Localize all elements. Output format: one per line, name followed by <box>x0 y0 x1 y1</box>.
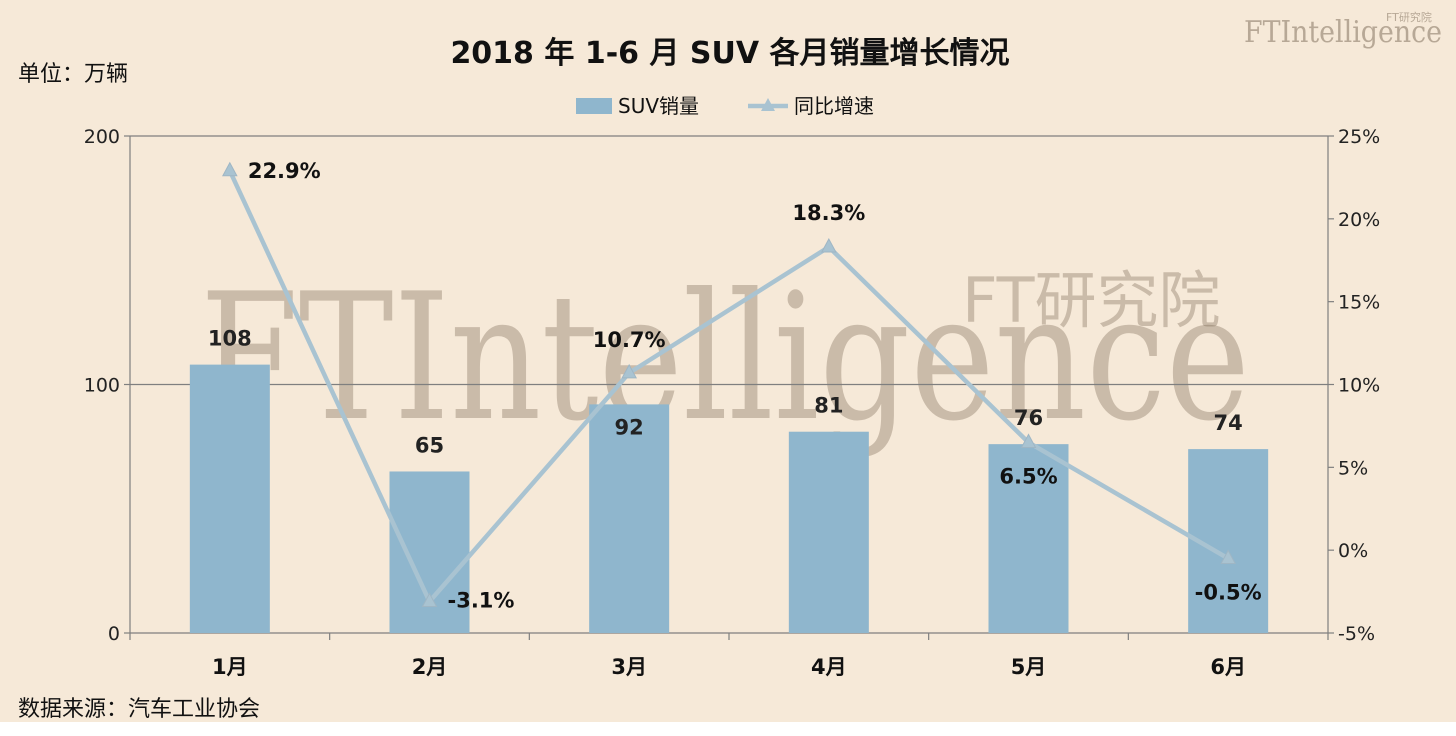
triangle-marker <box>421 592 438 608</box>
logo: FTIntelligence FT研究院 <box>1244 10 1442 50</box>
legend: SUV销量 同比增速 <box>576 94 874 118</box>
data-labels: 108 65 92 81 76 74 22.9% -3.1% 10.7% 18.3% 6.5% -0.… <box>208 159 1262 613</box>
legend-label-bar: SUV销量 <box>618 94 699 118</box>
right-tick-label: 15% <box>1338 292 1380 314</box>
source-label: 数据来源：汽车工业协会 <box>18 697 260 722</box>
right-tick-label: 25% <box>1338 126 1380 148</box>
bars <box>189 364 1269 633</box>
right-tick-label: -5% <box>1338 623 1375 645</box>
axes: 0 100 200 -5% 0% 5% 10% 15% 20% 25% 1月 2月 3月 4月 5月 6月 <box>84 126 1381 679</box>
growth-value-label: 6.5% <box>999 464 1057 488</box>
growth-value-label: 18.3% <box>792 201 865 225</box>
watermark-sub-text: FT研究院 <box>962 264 1220 337</box>
x-tick-label: 6月 <box>1210 655 1246 679</box>
growth-value-label: 22.9% <box>248 159 321 183</box>
right-tick-label: 0% <box>1338 540 1368 562</box>
triangle-marker <box>820 237 837 253</box>
left-tick-label: 0 <box>108 623 120 645</box>
legend-swatch-bar <box>576 98 612 114</box>
bar <box>788 431 869 633</box>
bar <box>189 364 270 633</box>
x-tick-label: 2月 <box>412 655 448 679</box>
right-tick-label: 5% <box>1338 457 1368 479</box>
watermark-main-text: FTIntelligence <box>200 257 1250 460</box>
growth-value-label: -0.5% <box>1195 580 1262 604</box>
right-tick-label: 10% <box>1338 375 1380 397</box>
bar-value-label: 108 <box>208 327 252 351</box>
right-tick-label: 20% <box>1338 209 1380 231</box>
legend-triangle-icon <box>761 98 775 111</box>
triangle-marker <box>221 161 238 177</box>
legend-label-line: 同比增速 <box>794 94 874 118</box>
left-tick-label: 100 <box>84 375 120 397</box>
growth-value-label: 10.7% <box>593 328 666 352</box>
triangle-marker <box>621 363 638 379</box>
logo-sub-text: FT研究院 <box>1386 10 1432 24</box>
x-tick-label: 4月 <box>811 655 847 679</box>
triangle-marker <box>1020 433 1037 448</box>
bar <box>988 444 1069 633</box>
bar-value-label: 92 <box>615 415 644 439</box>
bar-value-label: 76 <box>1014 406 1043 430</box>
triangle-marker <box>1220 549 1237 564</box>
bar-value-label: 81 <box>814 394 843 418</box>
unit-label: 单位：万辆 <box>18 62 128 87</box>
bar <box>589 404 670 633</box>
growth-value-label: -3.1% <box>448 589 515 613</box>
left-tick-label: 200 <box>84 126 120 148</box>
logo-main-text: FTIntelligence <box>1244 15 1442 50</box>
growth-line-path <box>227 169 1230 604</box>
x-tick-label: 3月 <box>611 655 647 679</box>
bar-value-label: 74 <box>1214 411 1243 435</box>
growth-line <box>221 161 1237 608</box>
watermark: FTIntelligence FT研究院 <box>200 257 1250 460</box>
x-tick-label: 1月 <box>212 655 248 679</box>
bar-value-label: 65 <box>415 433 444 457</box>
chart-title: 2018 年 1-6 月 SUV 各月销量增长情况 <box>450 36 1009 71</box>
x-tick-label: 5月 <box>1011 655 1047 679</box>
